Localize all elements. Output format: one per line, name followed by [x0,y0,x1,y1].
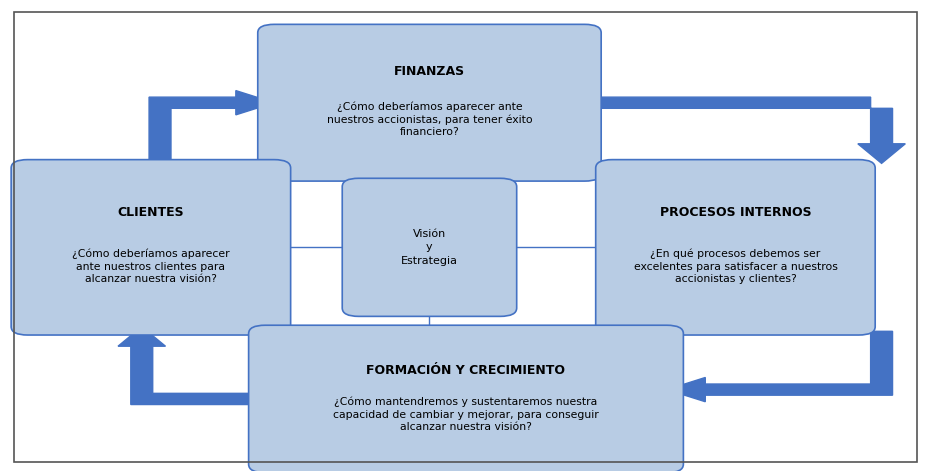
Text: ¿Cómo deberíamos aparecer ante
nuestros accionistas, para tener éxito
financiero: ¿Cómo deberíamos aparecer ante nuestros … [326,101,532,138]
Polygon shape [118,327,265,405]
Text: FORMACIÓN Y CRECIMIENTO: FORMACIÓN Y CRECIMIENTO [366,364,566,377]
FancyBboxPatch shape [258,24,601,181]
FancyBboxPatch shape [596,159,875,335]
Text: CLIENTES: CLIENTES [117,206,185,219]
FancyBboxPatch shape [249,325,683,473]
Text: PROCESOS INTERNOS: PROCESOS INTERNOS [660,206,811,219]
Text: ¿En qué procesos debemos ser
excelentes para satisfacer a nuestros
accionistas y: ¿En qué procesos debemos ser excelentes … [634,249,837,284]
Text: ¿Cómo deberíamos aparecer
ante nuestros clientes para
alcanzar nuestra visión?: ¿Cómo deberíamos aparecer ante nuestros … [72,249,229,284]
Text: ¿Cómo mantendremos y sustentaremos nuestra
capacidad de cambiar y mejorar, para : ¿Cómo mantendremos y sustentaremos nuest… [333,397,599,432]
Polygon shape [667,331,893,402]
Text: Visión
y
Estrategia: Visión y Estrategia [401,229,458,266]
Polygon shape [584,97,905,163]
FancyBboxPatch shape [11,159,291,335]
Polygon shape [149,90,274,163]
Text: FINANZAS: FINANZAS [394,65,465,79]
FancyBboxPatch shape [342,178,516,317]
